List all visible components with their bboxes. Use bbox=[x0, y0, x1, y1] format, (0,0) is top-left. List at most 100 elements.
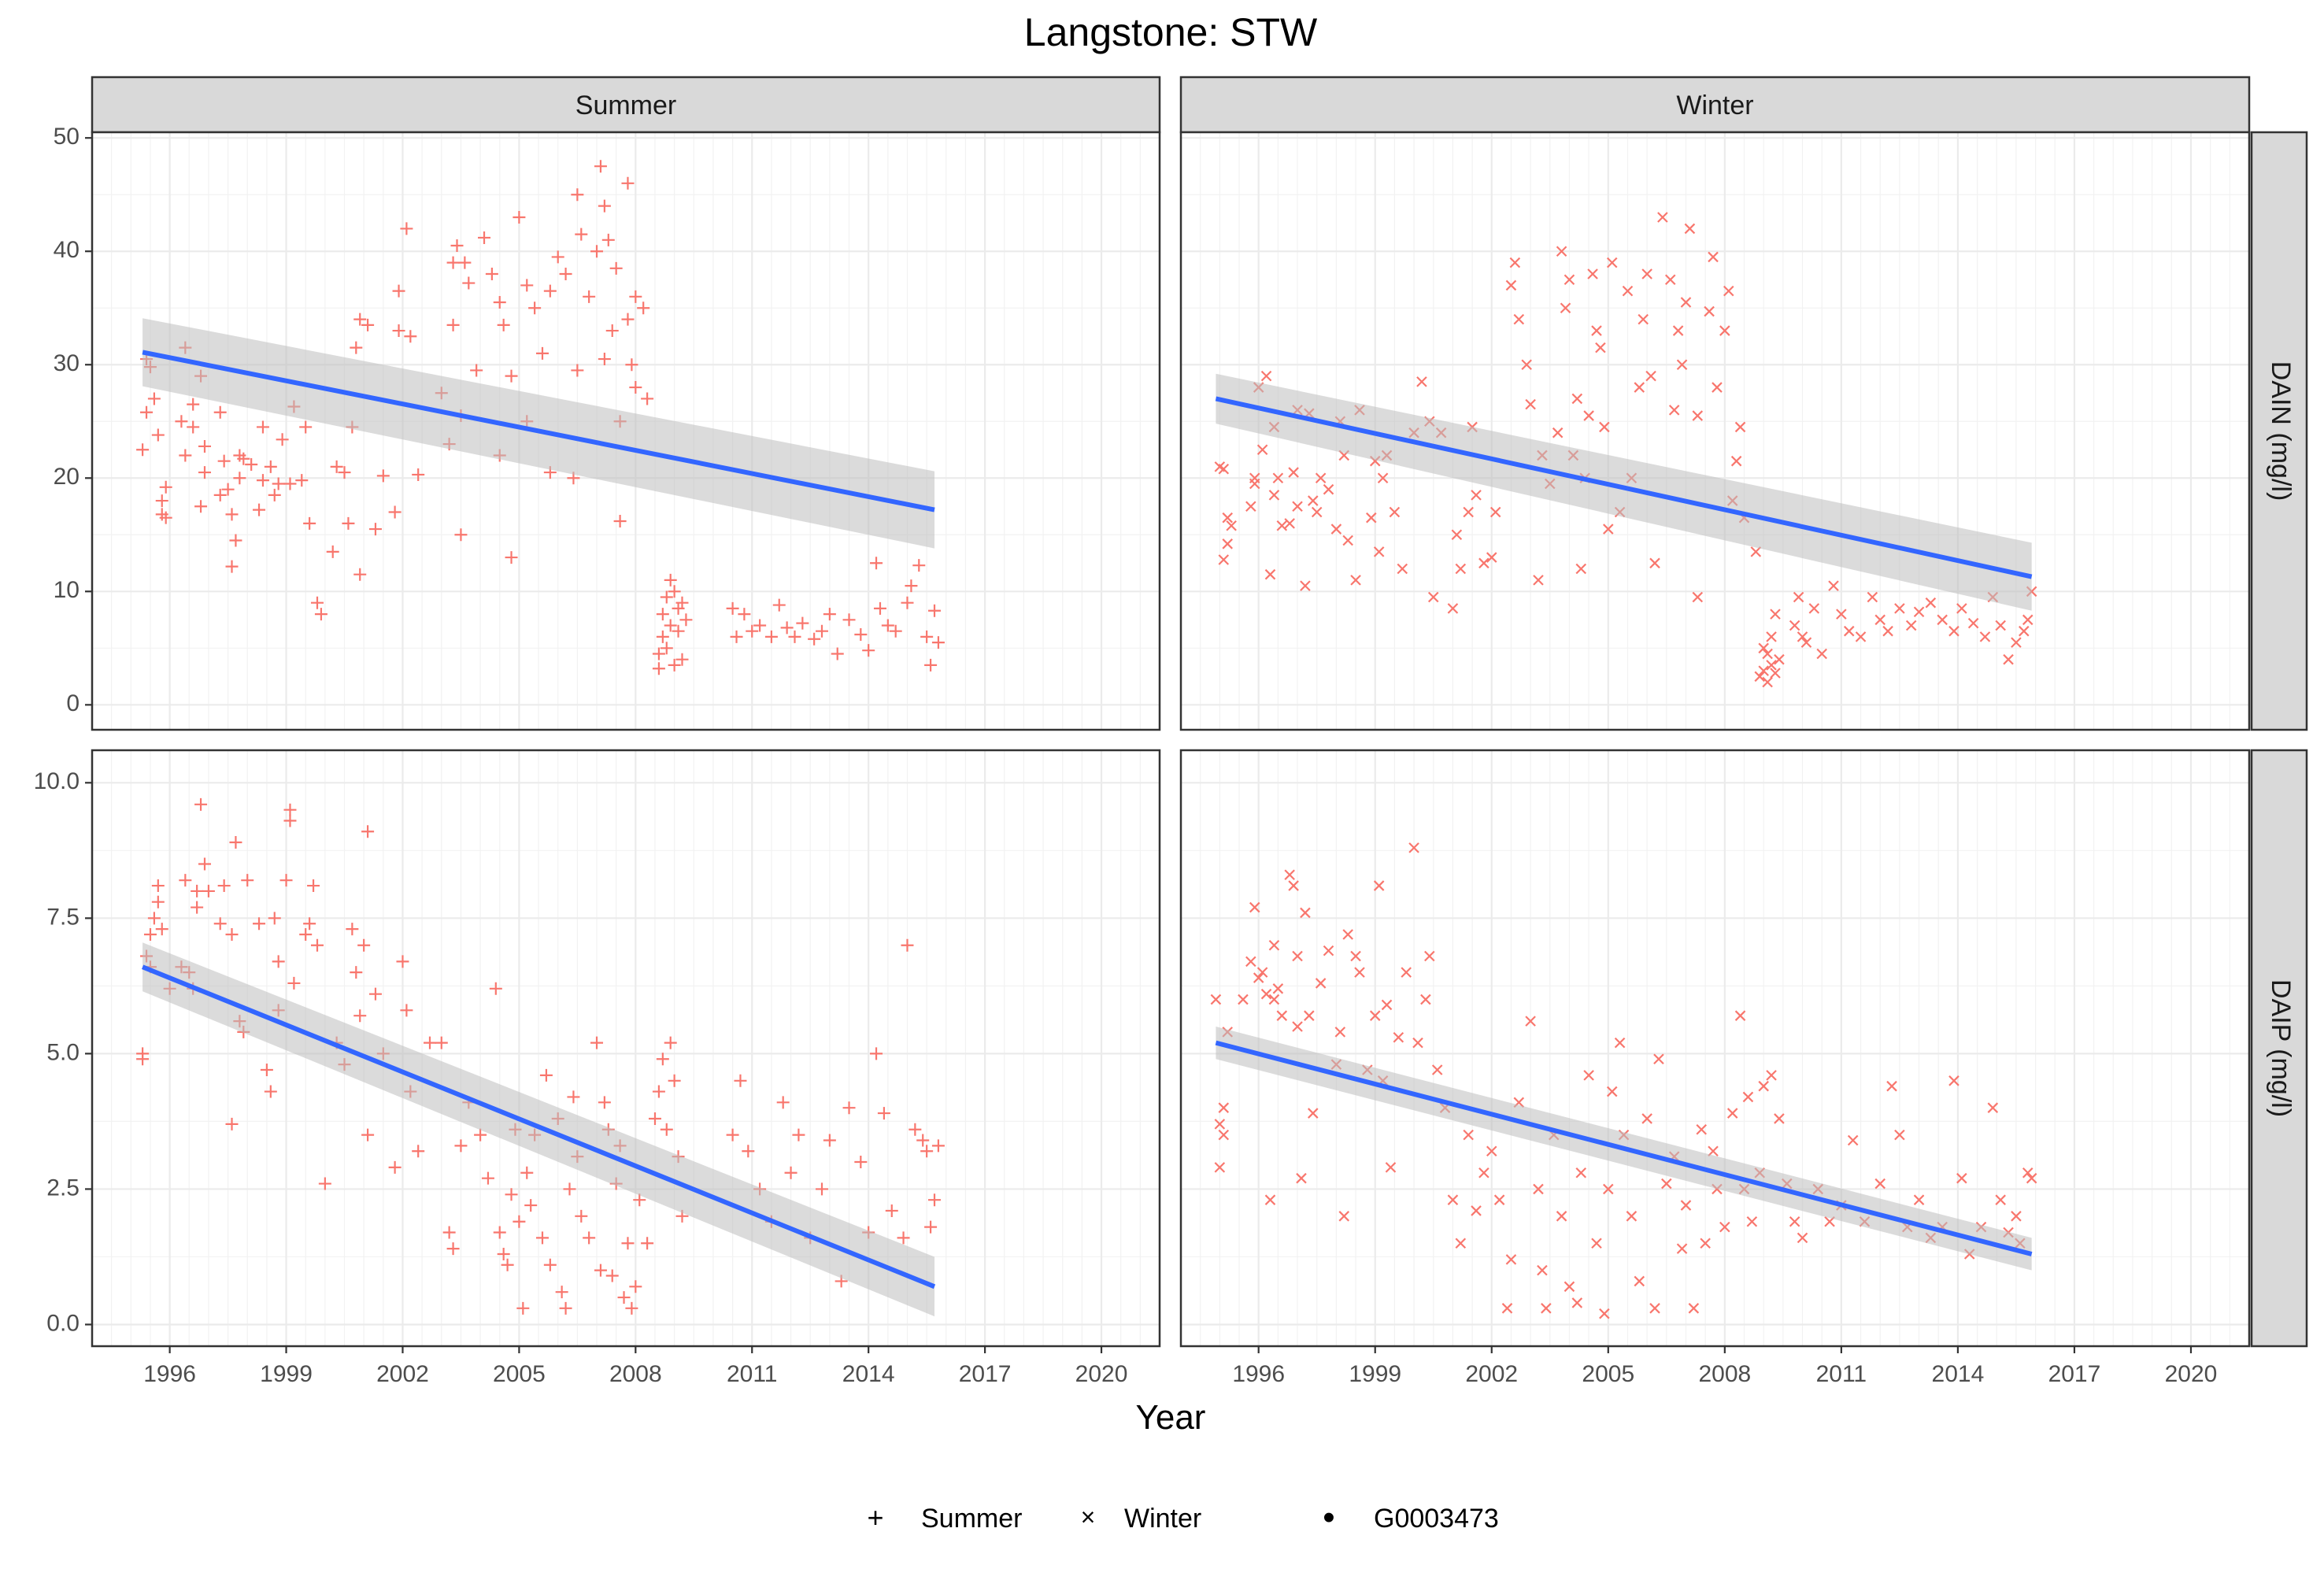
data-point bbox=[361, 1128, 375, 1142]
data-point bbox=[1770, 668, 1781, 679]
data-point bbox=[1808, 603, 1820, 614]
data-point bbox=[726, 601, 739, 615]
data-point bbox=[621, 176, 635, 190]
data-point bbox=[1742, 1091, 1754, 1103]
data-point bbox=[1634, 382, 1645, 393]
data-point bbox=[571, 188, 584, 202]
data-point bbox=[435, 1036, 448, 1049]
data-point bbox=[256, 474, 269, 487]
data-point bbox=[583, 290, 596, 303]
data-point bbox=[1451, 529, 1463, 541]
x-tick-label: 1999 bbox=[260, 1361, 313, 1387]
data-point bbox=[1680, 1200, 1692, 1211]
x-tick-label: 2002 bbox=[1465, 1361, 1518, 1387]
data-point bbox=[1276, 1010, 1288, 1021]
data-point bbox=[742, 1145, 755, 1158]
data-point bbox=[1354, 967, 1365, 978]
data-point bbox=[1284, 518, 1295, 529]
data-point bbox=[784, 1166, 797, 1179]
data-point bbox=[675, 596, 689, 609]
data-point bbox=[928, 1193, 942, 1207]
data-point bbox=[474, 1128, 487, 1142]
data-point bbox=[780, 621, 794, 635]
data-point bbox=[423, 1036, 436, 1049]
data-point bbox=[559, 268, 572, 281]
data-point bbox=[1603, 1183, 1614, 1195]
data-point bbox=[1614, 1037, 1626, 1049]
data-point bbox=[1560, 302, 1571, 314]
data-point bbox=[245, 457, 258, 471]
data-point bbox=[726, 1128, 739, 1142]
data-point bbox=[1874, 1178, 1885, 1190]
data-point bbox=[1338, 1211, 1350, 1222]
data-point bbox=[1373, 880, 1385, 891]
data-point bbox=[217, 454, 231, 468]
data-point bbox=[1330, 524, 1342, 535]
data-point bbox=[1672, 325, 1684, 336]
data-point bbox=[656, 608, 669, 621]
data-point bbox=[594, 160, 607, 173]
data-point bbox=[664, 573, 677, 586]
trend-line bbox=[1215, 1040, 2033, 1256]
data-point bbox=[594, 1264, 607, 1277]
data-point bbox=[1350, 950, 1361, 962]
data-point bbox=[870, 1047, 883, 1060]
data-point bbox=[213, 917, 227, 931]
data-point bbox=[1937, 614, 1948, 626]
panel-border bbox=[91, 131, 1161, 731]
data-point bbox=[539, 1068, 553, 1082]
data-point bbox=[656, 1053, 669, 1066]
data-point bbox=[338, 466, 351, 479]
x-tick-label: 2008 bbox=[1698, 1361, 1751, 1387]
data-point bbox=[2022, 1167, 2034, 1179]
data-point bbox=[442, 1226, 456, 1239]
data-point bbox=[1762, 676, 1773, 688]
data-point bbox=[575, 1209, 588, 1223]
data-point bbox=[485, 268, 498, 281]
data-point bbox=[1307, 495, 1319, 506]
data-point bbox=[1894, 603, 1905, 614]
data-point bbox=[1307, 1108, 1319, 1119]
data-point bbox=[151, 879, 165, 893]
data-point bbox=[1704, 305, 1715, 317]
data-point bbox=[1599, 421, 1610, 433]
data-point bbox=[140, 405, 154, 419]
data-point bbox=[1245, 956, 1256, 968]
data-point bbox=[1486, 552, 1497, 563]
y-tick-label: 30 bbox=[54, 350, 80, 376]
data-point bbox=[629, 381, 642, 394]
data-point bbox=[505, 551, 518, 564]
data-point bbox=[1641, 268, 1652, 279]
y-tick-label: 0.0 bbox=[46, 1310, 80, 1336]
data-point bbox=[901, 596, 914, 609]
data-point bbox=[776, 1096, 790, 1109]
data-point bbox=[1664, 274, 1676, 286]
data-point bbox=[1676, 1243, 1688, 1254]
data-point bbox=[412, 1145, 425, 1158]
data-point bbox=[2019, 625, 2030, 637]
data-point bbox=[1256, 444, 1268, 456]
legend-site-label: G0003473 bbox=[1374, 1504, 1499, 1534]
data-point bbox=[1300, 580, 1311, 591]
data-point bbox=[272, 477, 285, 490]
data-point bbox=[885, 1204, 898, 1217]
data-point bbox=[2011, 1211, 2022, 1222]
data-point bbox=[1471, 1205, 1482, 1216]
data-point bbox=[609, 261, 623, 275]
data-point bbox=[1828, 580, 1839, 591]
data-point bbox=[1210, 994, 1222, 1005]
data-point bbox=[1416, 376, 1427, 387]
data-point bbox=[1606, 1086, 1618, 1097]
data-point bbox=[668, 585, 681, 598]
data-point bbox=[524, 1199, 538, 1212]
data-point bbox=[1758, 665, 1769, 676]
data-point bbox=[1304, 1010, 1315, 1021]
data-point bbox=[276, 433, 289, 446]
data-point bbox=[136, 443, 150, 457]
data-point bbox=[1505, 1254, 1517, 1265]
data-point bbox=[1723, 285, 1734, 297]
data-point bbox=[1288, 467, 1299, 478]
data-point bbox=[264, 1085, 277, 1098]
data-point bbox=[268, 912, 281, 925]
data-point bbox=[1218, 554, 1230, 565]
